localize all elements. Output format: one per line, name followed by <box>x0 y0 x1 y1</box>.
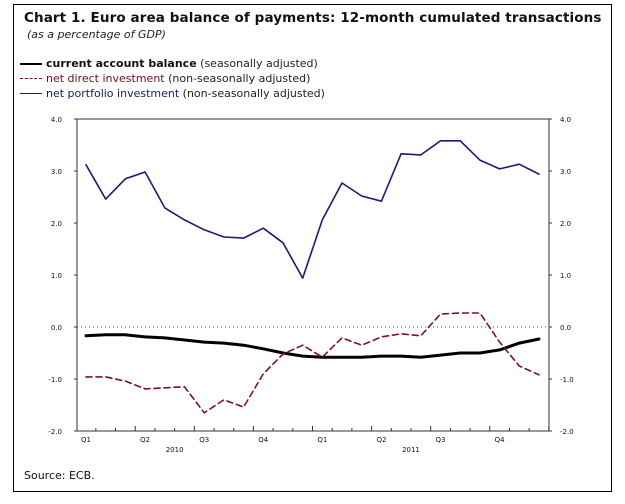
y-tick-label-right: -1.0 <box>560 376 574 384</box>
x-quarter-label: Q2 <box>376 436 386 444</box>
legend-swatch-direct-investment <box>20 78 42 79</box>
y-tick-label-left: 3.0 <box>51 168 62 176</box>
y-tick-label-right: 0.0 <box>560 324 571 332</box>
legend-label-portfolio-investment: net portfolio investment <box>46 87 180 100</box>
y-tick-label-right: 4.0 <box>560 116 571 124</box>
y-tick-label-right: 2.0 <box>560 220 571 228</box>
legend-label-current-account: current account balance <box>46 57 197 70</box>
y-tick-label-right: -2.0 <box>560 428 574 436</box>
legend-qualifier-current-account: (seasonally adjusted) <box>200 57 318 70</box>
x-quarter-label: Q1 <box>317 436 327 444</box>
x-quarter-label: Q2 <box>140 436 150 444</box>
x-quarter-label: Q4 <box>258 436 269 444</box>
y-tick-label-right: 3.0 <box>560 168 571 176</box>
y-tick-label-right: 1.0 <box>560 272 571 280</box>
plot-area-border <box>76 118 550 432</box>
source-note: Source: ECB. <box>24 469 95 482</box>
chart-title: Chart 1. Euro area balance of payments: … <box>24 10 602 26</box>
chart-frame <box>13 4 612 492</box>
x-year-label: 2010 <box>166 446 184 454</box>
x-quarter-label: Q1 <box>81 436 91 444</box>
legend-swatch-current-account <box>20 62 42 65</box>
y-tick-label-left: 4.0 <box>51 116 62 124</box>
legend-item-portfolio-investment: net portfolio investment (non-seasonally… <box>20 86 325 101</box>
x-quarter-label: Q3 <box>436 436 446 444</box>
x-quarter-label: Q4 <box>495 436 506 444</box>
y-tick-label-left: -2.0 <box>48 428 62 436</box>
legend-swatch-portfolio-investment <box>20 93 42 94</box>
y-tick-label-left: 0.0 <box>51 324 62 332</box>
legend-item-current-account: current account balance (seasonally adju… <box>20 56 325 71</box>
y-tick-label-left: 2.0 <box>51 220 62 228</box>
portfolio-investment-line <box>85 140 540 279</box>
legend-item-direct-investment: net direct investment (non-seasonally ad… <box>20 71 325 86</box>
y-tick-label-left: -1.0 <box>48 376 62 384</box>
y-tick-label-left: 1.0 <box>51 272 62 280</box>
chart-subtitle: (as a percentage of GDP) <box>27 28 166 41</box>
direct-investment-line <box>85 312 540 414</box>
x-year-label: 2011 <box>402 446 420 454</box>
legend-label-direct-investment: net direct investment <box>46 72 165 85</box>
legend-qualifier-portfolio-investment: (non-seasonally adjusted) <box>182 87 325 100</box>
x-quarter-label: Q3 <box>199 436 209 444</box>
current-account-line <box>84 333 541 359</box>
legend-qualifier-direct-investment: (non-seasonally adjusted) <box>168 72 311 85</box>
legend: current account balance (seasonally adju… <box>20 56 325 101</box>
